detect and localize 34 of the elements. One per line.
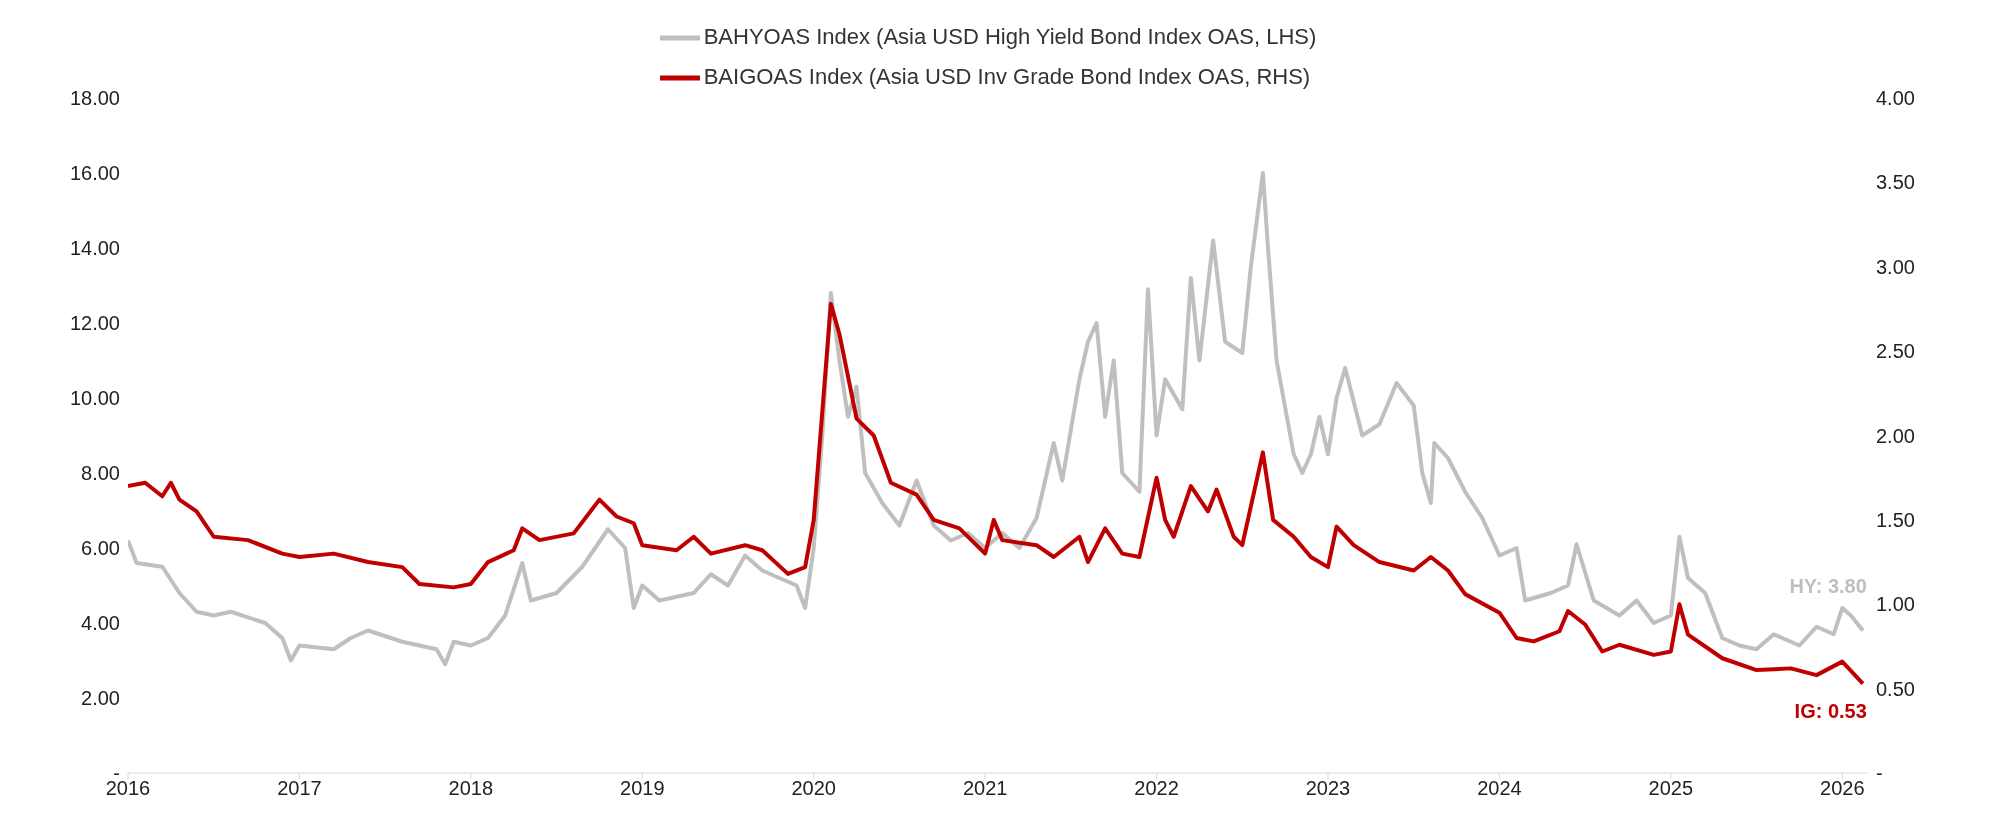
x-tick-label: 2023 bbox=[1305, 777, 1351, 800]
line-series bbox=[128, 301, 1865, 686]
x-tick-label: 2020 bbox=[791, 777, 836, 800]
line-series bbox=[128, 171, 1865, 667]
y2-tick-label: 1.50 bbox=[1876, 508, 1915, 531]
y2-tick-label: - bbox=[1876, 762, 1883, 785]
y2-tick-label: 0.50 bbox=[1876, 677, 1915, 700]
y-tick-label: 14.00 bbox=[69, 237, 120, 260]
x-tick-label: 2026 bbox=[1820, 777, 1865, 800]
y2-tick-label: 2.00 bbox=[1876, 424, 1915, 447]
y-tick-label: 16.00 bbox=[69, 162, 120, 185]
y-tick-label: 4.00 bbox=[81, 612, 120, 635]
y-tick-label: 2.00 bbox=[81, 687, 120, 710]
legend-label: BAIGOAS Index (Asia USD Inv Grade Bond Index OAS, RHS) bbox=[703, 63, 1311, 89]
x-tick-label: 2018 bbox=[448, 777, 494, 800]
annotation: HY: 3.80 bbox=[1789, 574, 1867, 597]
y2-tick-label: 4.00 bbox=[1876, 87, 1915, 110]
y2-tick-label: 1.00 bbox=[1876, 593, 1915, 616]
x-tick-label: 2019 bbox=[620, 777, 665, 800]
x-tick-label: 2024 bbox=[1477, 777, 1522, 800]
y-tick-label: 12.00 bbox=[69, 312, 120, 335]
y2-tick-label: 3.50 bbox=[1876, 171, 1915, 194]
annotation: IG: 0.53 bbox=[1794, 699, 1867, 722]
x-tick-label: 2025 bbox=[1648, 777, 1694, 800]
y-tick-label: 8.00 bbox=[81, 462, 120, 485]
x-tick-label: 2022 bbox=[1134, 777, 1179, 800]
legend-label: BAHYOAS Index (Asia USD High Yield Bond Index OAS, LHS) bbox=[703, 23, 1317, 49]
y2-tick-label: 2.50 bbox=[1876, 340, 1915, 363]
y2-tick-label: 3.00 bbox=[1876, 255, 1915, 278]
y-tick-label: 18.00 bbox=[69, 87, 120, 110]
y-tick-label: 10.00 bbox=[69, 387, 120, 410]
x-tick-label: 2021 bbox=[962, 777, 1008, 800]
x-tick-label: 2017 bbox=[277, 777, 322, 800]
y-tick-label: 6.00 bbox=[81, 537, 120, 560]
